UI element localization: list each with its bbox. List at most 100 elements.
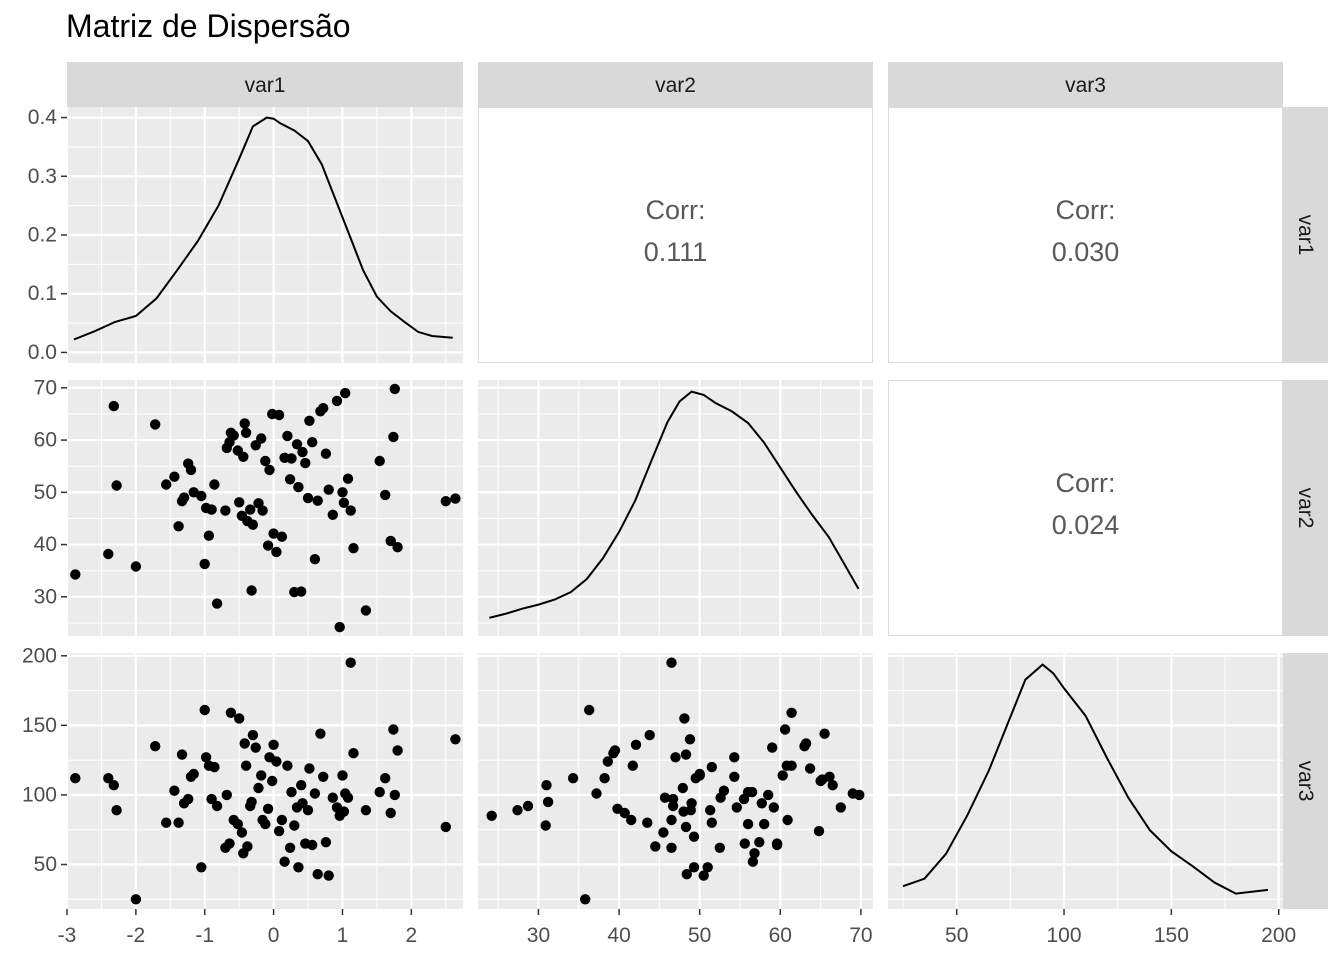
x-tick-label-var2: 60 [769,924,792,947]
point-var3-var1 [323,870,334,881]
point-var3-var2 [756,798,767,809]
point-var3-var1 [392,745,403,756]
point-var3-var2 [681,869,692,880]
strip-label-top-var2: var2 [655,74,696,97]
point-var2-var1 [276,531,288,542]
point-var3-var1 [250,742,261,753]
point-var3-var2 [777,770,788,781]
point-var3-var2 [749,848,760,859]
point-var3-var1 [247,729,259,741]
y-tick-label-density_var1: 0.1 [28,282,57,305]
point-var3-var2 [666,842,677,853]
point-var2-var1 [211,598,223,609]
point-var3-var1 [196,862,207,873]
strip-label-right-var1: var1 [1294,215,1317,256]
point-var2-var1 [440,496,451,507]
point-var3-var1 [108,780,120,791]
point-var2-var1 [345,505,356,516]
point-var3-var1 [337,770,348,781]
point-var2-var1 [103,548,114,560]
point-var3-var1 [380,773,391,784]
y-tick-label-var3: 200 [22,644,57,667]
x-tick-label-var2: 50 [688,924,711,947]
point-var3-var1 [176,749,188,760]
point-var2-var1 [374,455,385,467]
point-var2-var1 [260,455,271,467]
point-var3-var1 [188,768,199,780]
point-var3-var1 [232,818,243,830]
point-var3-var1 [304,763,315,774]
density-line-var2 [489,390,860,619]
point-var3-var1 [279,856,290,867]
strip-label-top-var3: var3 [1065,74,1106,97]
point-var3-var1 [199,704,210,716]
density-line-var1 [73,116,453,341]
point-var3-var2 [677,782,688,794]
point-var3-var2 [541,780,552,791]
point-var2-var1 [331,395,343,407]
point-var3-var1 [240,760,252,771]
corr-label-var1-var3: Corr: [1056,195,1116,225]
point-var2-var1 [173,521,184,532]
panel-var1-var2-bg [478,107,873,363]
point-var3-var2 [599,773,610,784]
strip-top-var2 [478,62,873,107]
point-var3-var2 [781,760,792,771]
strip-label-top-var1: var1 [245,74,286,97]
point-var3-var2 [658,827,669,838]
point-var3-var1 [260,818,271,830]
point-var3-var2 [522,800,534,812]
point-var2-var1 [257,505,268,516]
point-var2-var1 [297,446,308,458]
point-var3-var2 [747,856,759,867]
point-var3-var2 [678,806,689,817]
point-var3-var1 [450,734,461,745]
point-var3-var1 [320,837,332,848]
point-var3-var2 [715,792,726,803]
point-var3-var1 [253,782,264,794]
point-var2-var1 [209,479,220,490]
point-var3-var1 [183,793,194,805]
point-var2-var1 [245,504,256,515]
point-var2-var1 [130,561,142,572]
point-var3-var2 [659,792,671,803]
point-var3-var1 [262,803,274,814]
point-var3-var2 [644,729,655,741]
point-var2-var1 [380,489,391,501]
corr-value-var1-var2: 0.111 [644,237,708,267]
point-var2-var1 [327,509,338,520]
point-var2-var1 [389,383,400,395]
x-tick-label-var3: 100 [1047,924,1082,947]
point-var3-var2 [670,752,681,763]
point-var3-var1 [348,748,359,759]
point-var3-var2 [619,807,630,819]
point-var3-var2 [642,817,653,828]
point-var3-var2 [702,862,713,873]
point-var2-var1 [247,519,259,530]
point-var3-var1 [389,789,400,801]
x-tick-label-var2: 70 [849,924,872,947]
point-var3-var2 [626,814,637,826]
panel-var3-var1-bg [67,653,463,909]
point-var3-var2 [680,821,692,833]
point-var3-var2 [786,707,797,718]
point-var3-var2 [486,810,497,821]
point-var3-var1 [200,752,212,763]
point-var3-var2 [706,817,717,828]
point-var2-var1 [246,585,257,596]
point-var2-var1 [228,430,239,441]
point-var2-var1 [304,415,315,426]
point-var3-var2 [584,704,595,716]
point-var3-var2 [690,773,701,784]
x-tick-label-var1: 1 [337,924,349,947]
point-var2-var1 [238,451,249,462]
point-var2-var1 [323,484,334,495]
point-var2-var1 [161,479,172,490]
point-var3-var1 [225,707,237,718]
point-var3-var2 [742,786,754,798]
point-var2-var1 [388,431,399,443]
point-var2-var1 [206,504,217,515]
point-var3-var1 [302,805,314,816]
point-var3-var2 [729,771,740,782]
point-var3-var2 [759,818,770,830]
